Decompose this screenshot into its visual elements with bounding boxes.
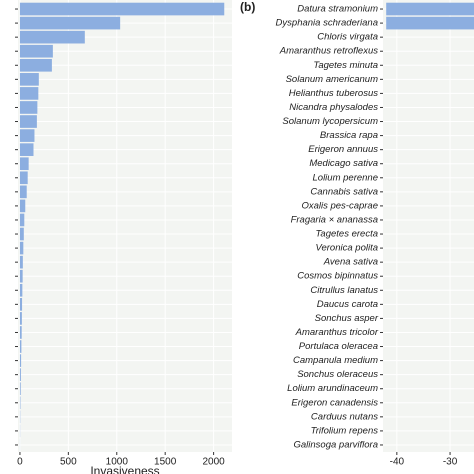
y-tick-label: Amaranthus tricolor — [295, 327, 379, 338]
y-tick-label: Trifolium repens — [311, 425, 379, 436]
y-tick-label: Daucus carota — [317, 299, 378, 310]
bar — [19, 115, 37, 128]
x-tick-label: 1500 — [154, 457, 177, 468]
y-tick-label: Chloris virgata — [317, 32, 378, 43]
y-tick-label: Portulaca oleracea — [299, 341, 378, 352]
bar — [19, 199, 26, 213]
y-tick-label: Avena sativa — [323, 257, 378, 268]
y-tick-label: Tagetes minuta — [313, 60, 378, 71]
bar — [19, 129, 35, 142]
y-tick-label: Nicandra physalodes — [289, 102, 378, 113]
bar — [19, 354, 22, 367]
bar — [19, 101, 38, 114]
bar — [386, 2, 474, 16]
bar — [19, 157, 29, 171]
bar — [19, 283, 23, 297]
x-tick-label: 500 — [60, 457, 77, 468]
y-tick-label: Dysphania schraderiana — [276, 18, 378, 29]
plot-area — [18, 0, 232, 452]
y-tick-label: Erigeron annuus — [308, 144, 378, 155]
bar — [19, 44, 53, 58]
bar — [19, 241, 24, 255]
y-tick-label: Oxalis pes-caprae — [301, 200, 378, 211]
y-tick-label: Datura stramonium — [297, 4, 378, 15]
x-tick-label: -40 — [390, 457, 405, 468]
bar — [19, 73, 39, 86]
x-tick-label: 0 — [17, 457, 23, 468]
bar — [19, 298, 23, 311]
bar — [19, 227, 24, 241]
bar — [19, 382, 21, 396]
y-tick-label: Citrullus lanatus — [310, 285, 378, 296]
panel-a-background — [18, 0, 232, 452]
bar — [19, 2, 225, 16]
x-tick-label: 1000 — [106, 457, 129, 468]
y-tick-label: Lolium perenne — [313, 172, 379, 183]
bar — [19, 87, 39, 100]
y-tick-label: Campanula medium — [293, 355, 378, 366]
y-tick-label: Sonchus asper — [315, 313, 379, 324]
y-tick-label: Brassica rapa — [320, 130, 378, 141]
x-tick-label: 2000 — [202, 457, 225, 468]
x-tick-label: -30 — [443, 457, 458, 468]
bar — [19, 58, 52, 72]
bar — [19, 340, 22, 353]
panel-label: (b) — [240, 0, 255, 14]
y-tick-label: Solanum americanum — [286, 74, 378, 85]
bar — [386, 16, 474, 30]
y-tick-label: Carduus nutans — [311, 411, 378, 422]
bar — [19, 326, 22, 339]
y-tick-label: Medicago sativa — [309, 158, 378, 169]
y-tick-label: Amaranthus retroflexus — [279, 46, 378, 57]
y-tick-label: Galinsoga parviflora — [294, 439, 379, 450]
y-tick-label: Erigeron canadensis — [291, 397, 378, 408]
bar — [19, 171, 28, 185]
bar — [19, 16, 121, 30]
plot-area — [383, 0, 474, 452]
y-tick-label: Fragaria × ananassa — [291, 214, 378, 225]
y-tick-label: Tagetes erecta — [316, 229, 379, 240]
y-tick-label: Helianthus tuberosus — [289, 88, 378, 99]
bar — [19, 185, 27, 199]
x-axis-label: Invasiveness — [90, 464, 159, 474]
bar — [19, 269, 23, 283]
bar — [19, 143, 34, 156]
y-tick-label: Solanum lycopersicum — [282, 116, 378, 127]
y-tick-label: Sonchus oleraceus — [297, 369, 378, 380]
bar — [19, 213, 25, 227]
y-tick-label: Lolium arundinaceum — [287, 383, 378, 394]
y-tick-label: Veronica polita — [316, 243, 379, 254]
y-tick-label: Cosmos bipinnatus — [297, 271, 378, 282]
bar — [19, 255, 23, 269]
bar — [19, 30, 85, 44]
bar — [19, 312, 22, 325]
y-tick-label: Cannabis sativa — [310, 186, 378, 197]
panel-b-background — [383, 0, 474, 452]
bar — [19, 368, 21, 381]
